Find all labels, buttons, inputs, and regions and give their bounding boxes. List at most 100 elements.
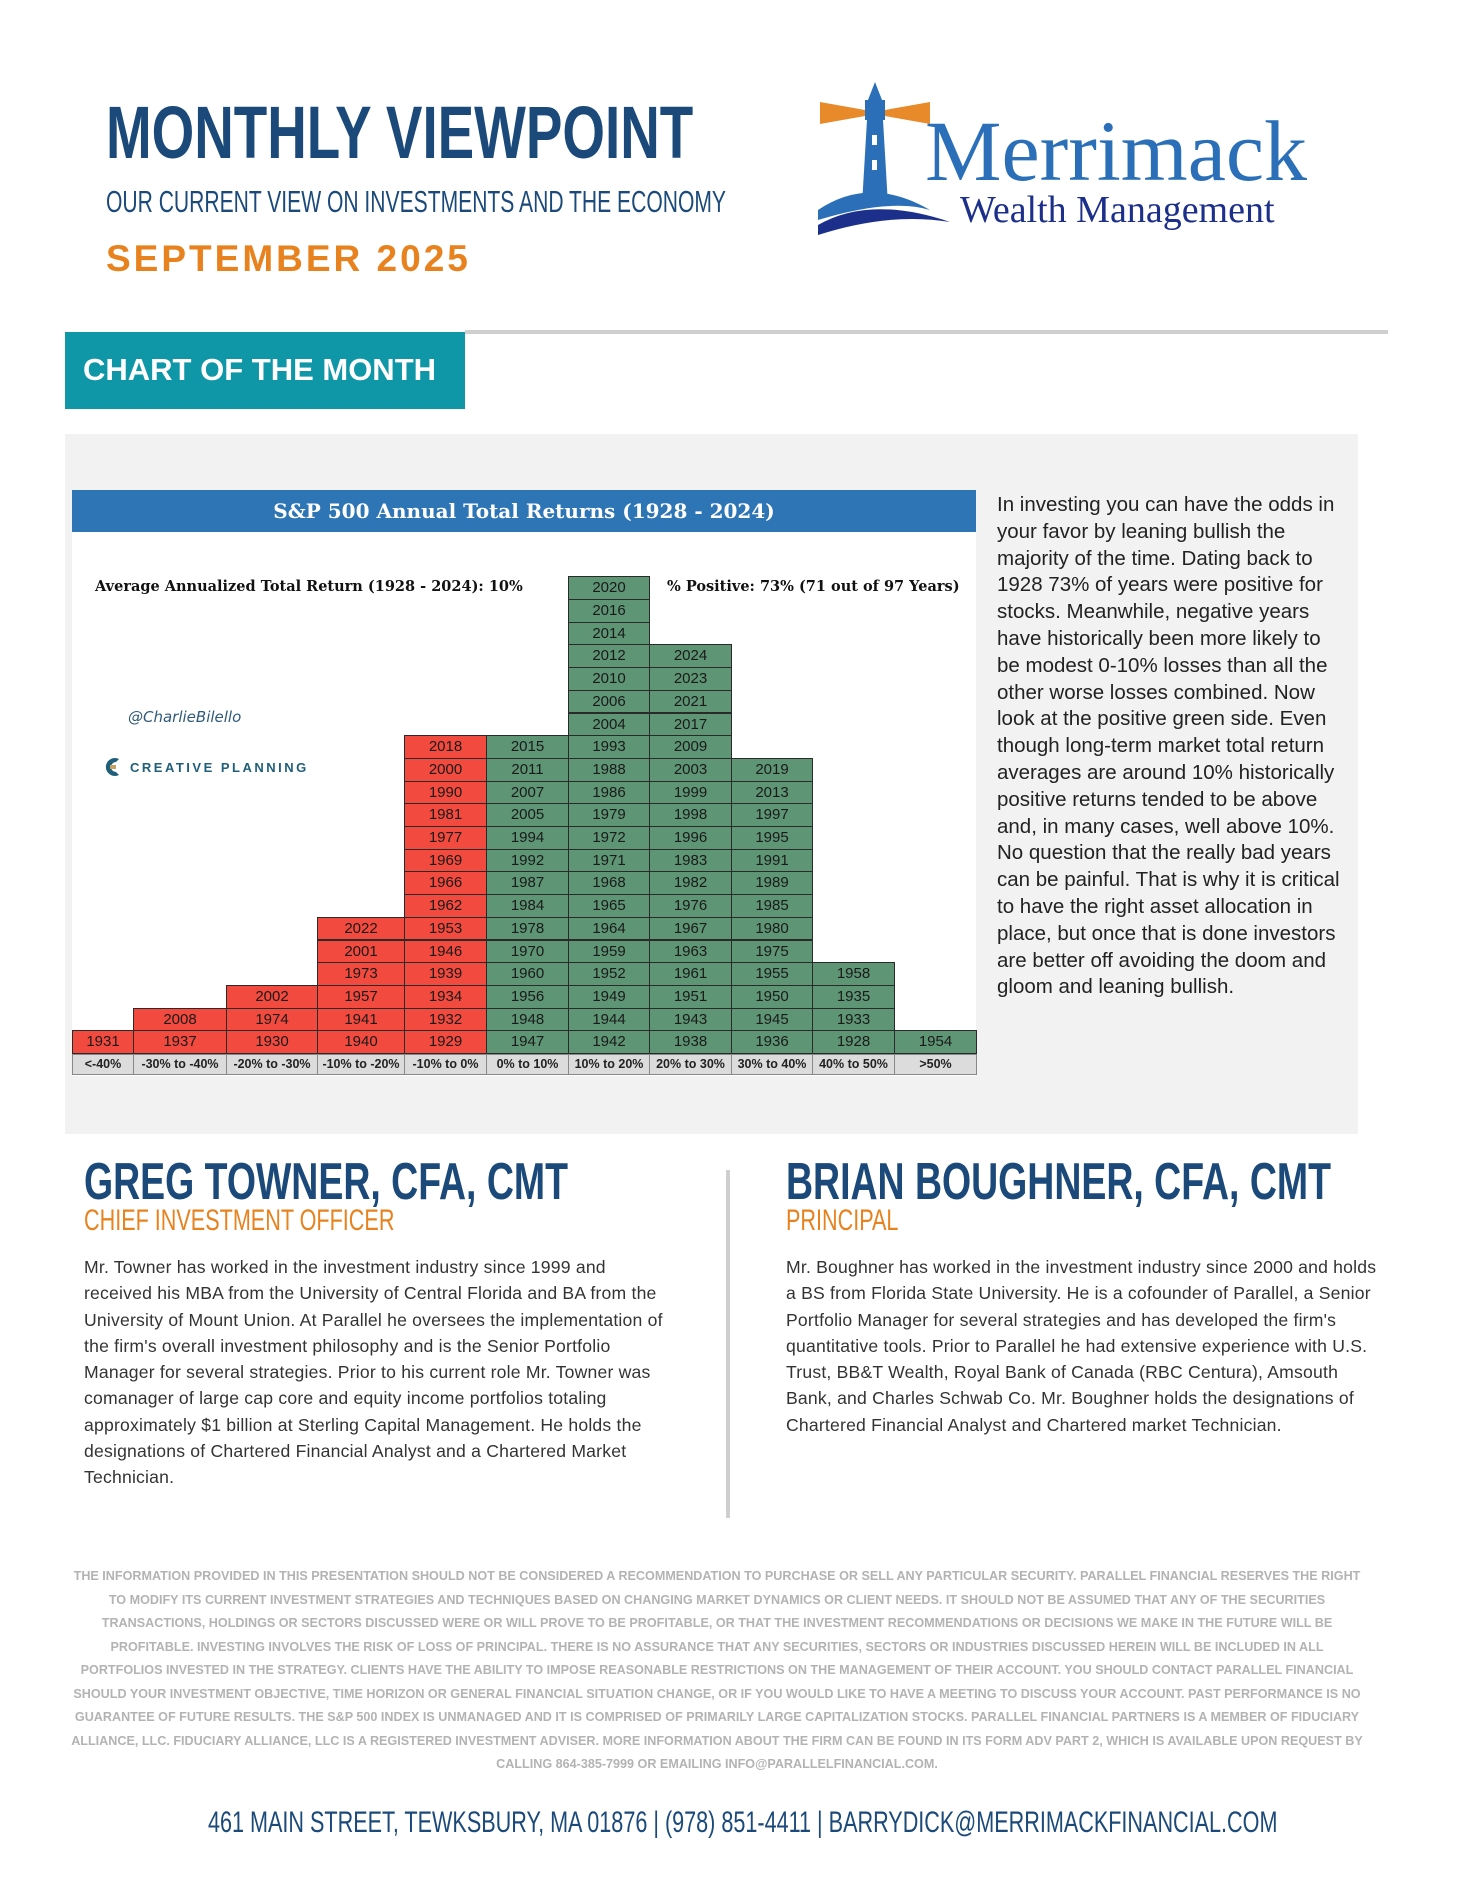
bio-greg-towner: GREG TOWNER, CFA, CMT CHIEF INVESTMENT O… [84,1152,756,1491]
year-cell: 1972 [568,826,650,850]
bin-label: -30% to -40% [133,1054,227,1075]
page-title: MONTHLY VIEWPOINT [106,91,694,174]
year-cell: 1968 [568,871,650,896]
year-cell: 1948 [486,1007,569,1032]
year-cell: 1945 [731,1007,813,1032]
lighthouse-icon [820,82,930,205]
year-cell: 1937 [133,1030,227,1054]
year-cell: 1928 [812,1030,895,1054]
year-cell: 1996 [649,826,732,850]
year-cell: 1989 [731,871,813,896]
section-tab: CHART OF THE MONTH [65,332,465,409]
bin-label: 30% to 40% [731,1054,813,1075]
logo-tagline: Wealth Management [960,189,1275,231]
page-subtitle: OUR CURRENT VIEW ON INVESTMENTS AND THE … [106,184,726,219]
year-cell: 1954 [894,1030,977,1054]
year-cell: 1934 [404,984,487,1009]
bin-label: -10% to 0% [404,1054,487,1075]
year-cell: 1942 [568,1030,650,1054]
year-cell: 2017 [649,712,732,737]
year-cell: 1991 [731,848,813,873]
year-cell: 2002 [226,984,318,1009]
returns-chart: S&P 500 Annual Total Returns (1928 - 202… [72,490,977,1076]
year-cell: 1984 [486,894,569,918]
year-cell: 1938 [649,1030,732,1054]
logo-name: Merrimack [925,103,1307,199]
year-cell: 1960 [486,962,569,986]
year-cell: 1973 [317,962,405,986]
year-cell: 1983 [649,848,732,873]
year-cell: 2001 [317,939,405,964]
year-cell: 1974 [226,1007,318,1032]
year-cell: 1963 [649,939,732,964]
year-cell: 1995 [731,826,813,850]
year-cell: 1949 [568,984,650,1009]
year-cell: 2008 [133,1007,227,1032]
creative-planning-icon [105,758,119,776]
year-cell: 2010 [568,667,650,691]
year-cell: 2014 [568,621,650,646]
year-cell: 1965 [568,894,650,918]
year-cell: 2004 [568,712,650,737]
bin-label: -10% to -20% [317,1054,405,1075]
bin-label: 10% to 20% [568,1054,650,1075]
year-cell: 1969 [404,848,487,873]
year-cell: 1933 [812,1007,895,1032]
year-cell: 1971 [568,848,650,873]
bin-label: 0% to 10% [486,1054,569,1075]
year-cell: 1944 [568,1007,650,1032]
bio-role: CHIEF INVESTMENT OFFICER [84,1204,395,1237]
year-cell: 1981 [404,803,487,827]
year-cell: 1979 [568,803,650,827]
year-cell: 1953 [404,916,487,941]
bio-text: Mr. Boughner has worked in the investmen… [786,1257,1377,1435]
column-divider [726,1170,730,1518]
bin-label: >50% [894,1054,977,1075]
chart-title: S&P 500 Annual Total Returns (1928 - 202… [72,490,976,532]
year-cell: 1947 [486,1030,569,1054]
legal-disclaimer: THE INFORMATION PROVIDED IN THIS PRESENT… [71,1569,1363,1771]
bio-name: GREG TOWNER, CFA, CMT [84,1153,568,1211]
year-cell: 1959 [568,939,650,964]
year-cell: 1985 [731,894,813,918]
year-cell: 2019 [731,757,813,782]
header-divider [465,330,1388,334]
year-cell: 1999 [649,780,732,805]
creative-planning-text: CREATIVE PLANNING [130,759,309,775]
year-cell: 1988 [568,757,650,782]
credit-handle: @CharlieBilello [128,708,242,726]
year-cell: 2015 [486,735,569,759]
year-cell: 2021 [649,689,732,714]
year-cell: 1962 [404,894,487,918]
merrimack-logo: Merrimack Wealth Management [818,82,1307,235]
chart-commentary: In investing you can have the odds in yo… [997,493,1340,999]
year-cell: 1964 [568,916,650,941]
year-cell: 1961 [649,962,732,986]
percent-positive-note: % Positive: 73% (71 out of 97 Years) [667,578,960,595]
year-cell: 2018 [404,735,487,759]
bin-label: <-40% [72,1054,134,1075]
year-cell: 2016 [568,599,650,623]
year-cell: 2000 [404,757,487,782]
year-cell: 1952 [568,962,650,986]
year-cell: 1993 [568,735,650,759]
year-cell: 2006 [568,689,650,714]
year-cell: 2023 [649,667,732,691]
year-cell: 2020 [568,576,650,600]
bin-label: 40% to 50% [812,1054,895,1075]
creative-planning-logo: CREATIVE PLANNING [102,756,309,778]
year-cell: 1982 [649,871,732,896]
year-cell: 2024 [649,644,732,669]
year-cell: 1936 [731,1030,813,1054]
section-label: CHART OF THE MONTH [83,352,437,387]
year-cell: 1976 [649,894,732,918]
year-cell: 1980 [731,916,813,941]
year-cell: 2009 [649,735,732,759]
year-cell: 1935 [812,984,895,1009]
bin-label: -20% to -30% [226,1054,318,1075]
issue-date: SEPTEMBER 2025 [106,238,471,279]
year-cell: 1986 [568,780,650,805]
bio-brian-boughner: BRIAN BOUGHNER, CFA, CMT PRINCIPAL Mr. B… [786,1152,1468,1438]
year-cell: 1932 [404,1007,487,1032]
year-cell: 2005 [486,803,569,827]
